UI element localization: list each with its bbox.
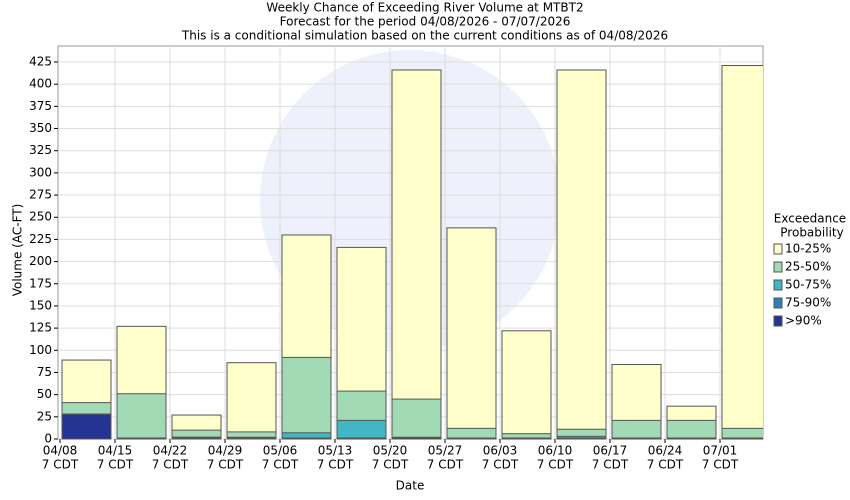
y-tick-label: 200 (29, 254, 52, 268)
bar (721, 65, 763, 440)
bar (336, 419, 387, 440)
bar (281, 437, 332, 440)
y-tick-label: 300 (29, 165, 52, 179)
x-tick-label: 04/08 (43, 444, 78, 458)
legend-swatch (773, 315, 783, 327)
bar (446, 427, 497, 440)
bar (226, 362, 277, 440)
x-axis-title: Date (396, 479, 425, 493)
bar (116, 393, 167, 440)
y-tick-label: 75 (37, 365, 52, 379)
x-tick-label: 7 CDT (647, 458, 684, 472)
legend-label: 75-90% (785, 296, 831, 310)
bar (336, 437, 387, 440)
legend-label: >90% (785, 314, 822, 328)
bar (501, 330, 552, 440)
chart-subtitle: Forecast for the period 04/08/2026 - 07/… (280, 15, 571, 29)
x-tick-label: 06/10 (538, 444, 573, 458)
x-tick-label: 7 CDT (42, 458, 79, 472)
bar (501, 437, 552, 440)
x-tick-label: 7 CDT (702, 458, 739, 472)
legend-title: Probability (780, 226, 843, 240)
bar (721, 437, 763, 440)
bar (226, 437, 277, 440)
x-tick-label: 04/22 (153, 444, 188, 458)
y-tick-label: 325 (29, 143, 52, 157)
x-tick-label: 06/03 (483, 444, 518, 458)
legend-title: Exceedance (774, 212, 846, 226)
y-tick-label: 275 (29, 188, 52, 202)
x-tick-label: 04/15 (98, 444, 133, 458)
y-tick-label: 250 (29, 210, 52, 224)
x-tick-label: 7 CDT (262, 458, 299, 472)
x-tick-label: 7 CDT (152, 458, 189, 472)
x-tick-label: 06/24 (648, 444, 683, 458)
y-tick-label: 0 (44, 432, 52, 446)
bar (171, 437, 222, 440)
legend-label: 50-75% (785, 278, 831, 292)
x-tick-label: 07/01 (703, 444, 738, 458)
y-axis-title: Volume (AC-FT) (11, 204, 25, 297)
legend-swatch (773, 261, 783, 273)
x-tick-label: 7 CDT (317, 458, 354, 472)
legend-label: 10-25% (785, 242, 831, 256)
bar (611, 419, 662, 440)
bar (391, 69, 442, 440)
bar (116, 437, 167, 440)
y-tick-label: 350 (29, 121, 52, 135)
y-tick-label: 175 (29, 276, 52, 290)
x-tick-label: 04/29 (208, 444, 243, 458)
legend-swatch (773, 243, 783, 255)
x-tick-label: 05/06 (263, 444, 298, 458)
y-tick-label: 100 (29, 343, 52, 357)
x-tick-label: 7 CDT (537, 458, 574, 472)
y-tick-label: 50 (37, 387, 52, 401)
bar (391, 398, 442, 440)
x-tick-label: 7 CDT (592, 458, 629, 472)
chart-note: This is a conditional simulation based o… (181, 29, 668, 43)
bar (556, 437, 607, 440)
x-tick-label: 06/17 (593, 444, 628, 458)
bar (666, 437, 717, 440)
y-tick-label: 125 (29, 321, 52, 335)
bar (446, 437, 497, 440)
y-tick-label: 25 (37, 409, 52, 423)
x-tick-label: 7 CDT (482, 458, 519, 472)
legend-label: 25-50% (785, 260, 831, 274)
x-tick-label: 05/27 (428, 444, 463, 458)
bar (391, 437, 442, 440)
chart-title: Weekly Chance of Exceeding River Volume … (266, 1, 583, 15)
y-tick-label: 375 (29, 99, 52, 113)
legend-swatch (773, 297, 783, 309)
bar (61, 413, 112, 440)
bars (61, 65, 763, 440)
y-tick-label: 150 (29, 298, 52, 312)
bar (611, 437, 662, 440)
x-tick-label: 05/20 (373, 444, 408, 458)
y-tick-label: 400 (29, 77, 52, 91)
bar (556, 69, 607, 440)
legend-swatch (773, 279, 783, 291)
bar (721, 427, 763, 440)
x-tick-label: 05/13 (318, 444, 353, 458)
y-tick-label: 225 (29, 232, 52, 246)
x-tick-label: 7 CDT (372, 458, 409, 472)
bar (666, 419, 717, 440)
x-tick-label: 7 CDT (207, 458, 244, 472)
x-tick-label: 7 CDT (427, 458, 464, 472)
y-tick-label: 425 (29, 55, 52, 69)
bar (446, 227, 497, 440)
bar (281, 356, 332, 440)
x-tick-label: 7 CDT (97, 458, 134, 472)
